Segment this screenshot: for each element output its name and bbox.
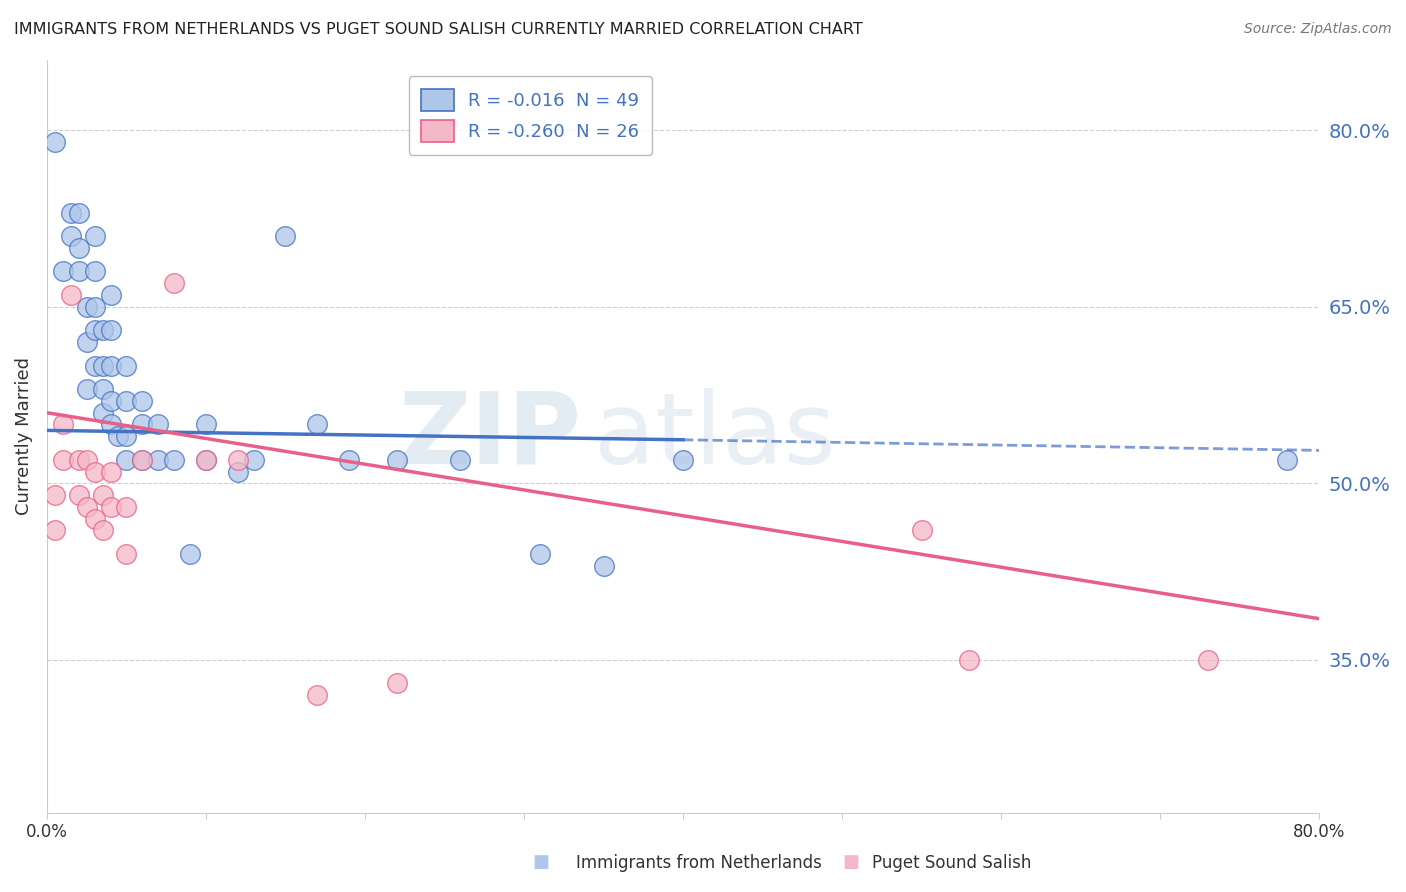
Point: [83, 511, 105, 525]
Point: [672, 452, 695, 467]
Point: [91, 323, 114, 337]
Point: [131, 452, 153, 467]
Text: Puget Sound Salish: Puget Sound Salish: [872, 855, 1031, 872]
Point: [131, 417, 153, 432]
Point: [100, 417, 122, 432]
Y-axis label: Currently Married: Currently Married: [15, 358, 32, 516]
Point: [52, 264, 75, 278]
Point: [115, 547, 138, 561]
Point: [194, 452, 217, 467]
Point: [307, 417, 329, 432]
Point: [385, 452, 408, 467]
Point: [52, 417, 75, 432]
Point: [115, 393, 138, 408]
Point: [52, 452, 75, 467]
Point: [179, 547, 201, 561]
Point: [91, 359, 114, 373]
Point: [44, 135, 66, 149]
Point: [100, 500, 122, 514]
Point: [307, 688, 329, 702]
Point: [107, 429, 129, 443]
Point: [76, 500, 98, 514]
Text: Immigrants from Netherlands: Immigrants from Netherlands: [576, 855, 823, 872]
Point: [91, 406, 114, 420]
Point: [148, 452, 170, 467]
Point: [274, 229, 297, 244]
Point: [385, 676, 408, 690]
Point: [1197, 653, 1219, 667]
Point: [83, 323, 105, 337]
Point: [163, 277, 186, 291]
Text: ZIP: ZIP: [398, 388, 581, 484]
Point: [76, 382, 98, 396]
Point: [226, 452, 249, 467]
Point: [226, 465, 249, 479]
Point: [83, 300, 105, 314]
Point: [115, 429, 138, 443]
Point: [100, 323, 122, 337]
Point: [592, 558, 614, 573]
Point: [44, 524, 66, 538]
Legend: R = -0.016  N = 49, R = -0.260  N = 26: R = -0.016 N = 49, R = -0.260 N = 26: [409, 76, 652, 154]
Point: [91, 382, 114, 396]
Point: [67, 241, 90, 255]
Point: [100, 359, 122, 373]
Point: [957, 653, 980, 667]
Point: [83, 465, 105, 479]
Text: Source: ZipAtlas.com: Source: ZipAtlas.com: [1244, 22, 1392, 37]
Point: [83, 229, 105, 244]
Point: [83, 264, 105, 278]
Point: [76, 300, 98, 314]
Point: [911, 524, 934, 538]
Point: [44, 488, 66, 502]
Point: [163, 452, 186, 467]
Point: [242, 452, 264, 467]
Point: [194, 452, 217, 467]
Point: [67, 488, 90, 502]
Text: IMMIGRANTS FROM NETHERLANDS VS PUGET SOUND SALISH CURRENTLY MARRIED CORRELATION : IMMIGRANTS FROM NETHERLANDS VS PUGET SOU…: [14, 22, 863, 37]
Point: [529, 547, 551, 561]
Point: [59, 288, 82, 302]
Point: [59, 229, 82, 244]
Point: [67, 452, 90, 467]
Point: [100, 465, 122, 479]
Point: [91, 524, 114, 538]
Text: ■: ■: [842, 853, 859, 871]
Point: [115, 359, 138, 373]
Point: [337, 452, 360, 467]
Point: [449, 452, 471, 467]
Point: [91, 488, 114, 502]
Point: [83, 359, 105, 373]
Point: [76, 335, 98, 350]
Point: [67, 264, 90, 278]
Point: [100, 393, 122, 408]
Text: ■: ■: [533, 853, 550, 871]
Point: [194, 417, 217, 432]
Point: [131, 393, 153, 408]
Text: atlas: atlas: [593, 388, 835, 484]
Point: [76, 452, 98, 467]
Point: [115, 452, 138, 467]
Point: [59, 205, 82, 219]
Point: [115, 500, 138, 514]
Point: [148, 417, 170, 432]
Point: [131, 452, 153, 467]
Point: [100, 288, 122, 302]
Point: [1277, 452, 1299, 467]
Point: [67, 205, 90, 219]
